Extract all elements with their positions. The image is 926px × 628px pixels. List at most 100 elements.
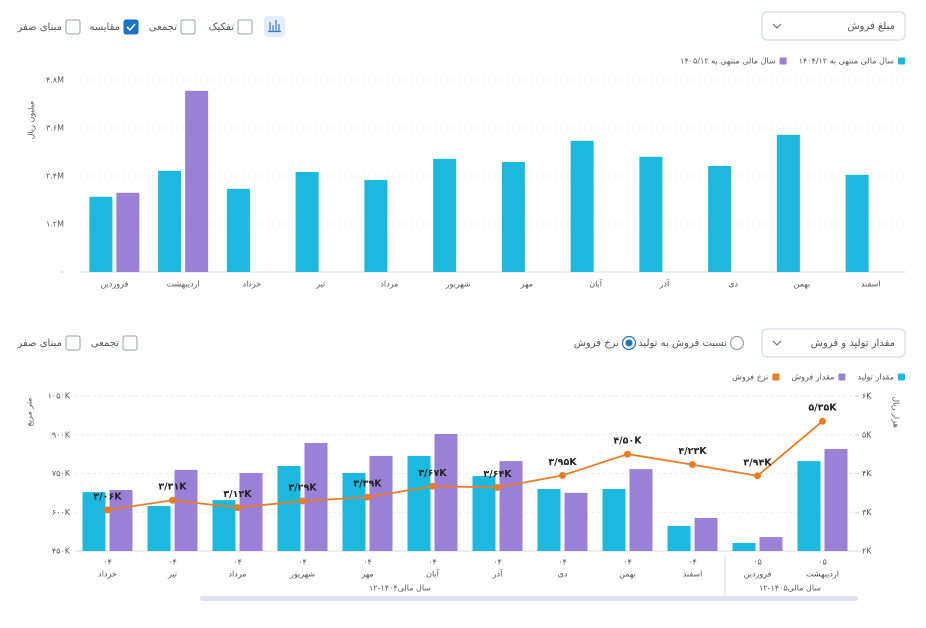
x-tick-label: مرداد <box>228 570 246 579</box>
bar <box>570 140 594 272</box>
legend-swatch <box>838 373 846 381</box>
y-tick-label: ۳.۶M <box>46 124 64 133</box>
y-axis-title: میلیون ریال <box>27 101 36 140</box>
radio[interactable] <box>729 335 745 351</box>
radio-label: نرخ فروش <box>574 338 619 349</box>
x-tick-label: فروردین <box>100 280 128 289</box>
bar <box>89 196 113 272</box>
bar <box>472 476 496 551</box>
bar <box>501 162 525 272</box>
data-label: ۳/۹۵K <box>548 457 577 468</box>
x-tick-label: فروردین <box>744 570 772 579</box>
radio-dot <box>625 339 633 347</box>
bar <box>639 156 663 272</box>
bar <box>708 166 732 272</box>
checkbox[interactable] <box>123 19 139 35</box>
line-point <box>299 497 306 505</box>
checkbox-check <box>126 23 136 32</box>
bar <box>174 469 198 551</box>
bar <box>364 180 388 272</box>
bar <box>776 134 800 272</box>
x-tick-year: ۰۴ <box>363 558 372 567</box>
y-tick-label: ۶۰۰K <box>52 508 71 517</box>
bar <box>342 472 366 551</box>
x-tick-label: خرداد <box>243 280 262 289</box>
checkbox[interactable] <box>65 19 81 35</box>
chart-icon-button[interactable] <box>264 16 285 37</box>
bar <box>824 448 848 551</box>
y2-axis-title: هزار ریال <box>892 396 901 428</box>
x-tick-year: ۰۴ <box>428 558 437 567</box>
x-tick-year: ۰۵ <box>753 558 762 567</box>
checkbox-label: تجمعی <box>149 22 177 33</box>
data-label: ۳/۶۴K <box>483 469 512 480</box>
bar <box>116 192 140 272</box>
dropdown[interactable] <box>761 328 906 358</box>
legend-label: مقدار تولید <box>857 373 894 382</box>
y-tick-label: ۷۵۰K <box>52 469 71 478</box>
data-label: ۳/۹۴K <box>743 457 772 468</box>
radio-label: نسبت فروش به تولید <box>638 338 727 349</box>
checkbox[interactable] <box>122 335 138 351</box>
bar <box>433 158 457 272</box>
x-tick-label: دی <box>558 570 568 579</box>
bar <box>226 188 250 272</box>
x-tick-label: بهمن <box>619 570 636 579</box>
checkbox[interactable] <box>237 19 253 35</box>
bar <box>185 90 209 272</box>
x-tick-label: شهریور <box>445 280 471 289</box>
line <box>107 420 824 511</box>
x-tick-label: دی <box>728 280 738 289</box>
checkbox-label: مبنای صفر <box>16 338 62 349</box>
x-tick-label: تیر <box>167 570 177 579</box>
bar <box>537 489 561 551</box>
bar <box>369 455 393 551</box>
x-tick-label: مهر <box>360 570 373 579</box>
line-point <box>819 417 826 425</box>
y-tick-label: ۱۰۵۰K <box>48 392 71 401</box>
legend-label: سال مالی منتهی به ۱۴۰۴/۱۲ <box>799 57 895 66</box>
bar <box>109 490 133 551</box>
bar <box>629 469 653 551</box>
bar <box>759 537 783 551</box>
y-tick-label: ۹۰۰K <box>52 430 71 439</box>
data-label: ۳/۰۶K <box>93 491 122 502</box>
chart-icon <box>268 20 281 33</box>
x-tick-year: ۰۴ <box>493 558 502 567</box>
checkbox-label: تجمعی <box>91 338 119 349</box>
bar <box>564 492 588 551</box>
bar <box>407 455 431 551</box>
line-point <box>624 450 631 458</box>
x-tick-label: آذر <box>659 279 670 289</box>
checkbox-label: تفکیک <box>209 22 235 33</box>
scrollbar[interactable] <box>200 596 858 601</box>
bar <box>602 489 626 551</box>
x-tick-label: مرداد <box>380 280 398 289</box>
checkbox[interactable] <box>65 335 81 351</box>
bar <box>434 433 458 551</box>
x-tick-label: خرداد <box>98 570 117 579</box>
x-tick-label: تیر <box>315 280 325 289</box>
bar <box>797 461 821 551</box>
bar <box>239 472 263 551</box>
x-tick-label: اردیبهشت <box>806 570 839 579</box>
dropdown[interactable] <box>761 11 906 41</box>
data-label: ۳/۳۹K <box>353 479 382 490</box>
x-tick-label: آذر <box>492 569 503 579</box>
data-label: ۴/۵۰K <box>613 436 642 447</box>
checkbox[interactable] <box>180 19 196 35</box>
y-tick-label: ۰ <box>60 268 64 277</box>
legend-label: سال مالی منتهی به ۱۴۰۵/۱۲ <box>680 57 776 66</box>
y2-tick-label: ۶K <box>862 392 872 401</box>
y2-tick-label: ۲K <box>862 547 872 556</box>
legend-label: نرخ فروش <box>732 373 768 382</box>
y2-tick-label: ۵K <box>862 430 872 439</box>
bar <box>667 525 691 551</box>
bar <box>732 542 756 551</box>
dropdown-chevron <box>772 340 782 346</box>
dropdown-chevron <box>772 23 782 29</box>
x-tick-year: ۰۴ <box>558 558 567 567</box>
y-tick-label: ۱.۲M <box>46 220 64 229</box>
bar <box>212 500 236 551</box>
y-axis-title: متر مربع <box>25 398 34 427</box>
